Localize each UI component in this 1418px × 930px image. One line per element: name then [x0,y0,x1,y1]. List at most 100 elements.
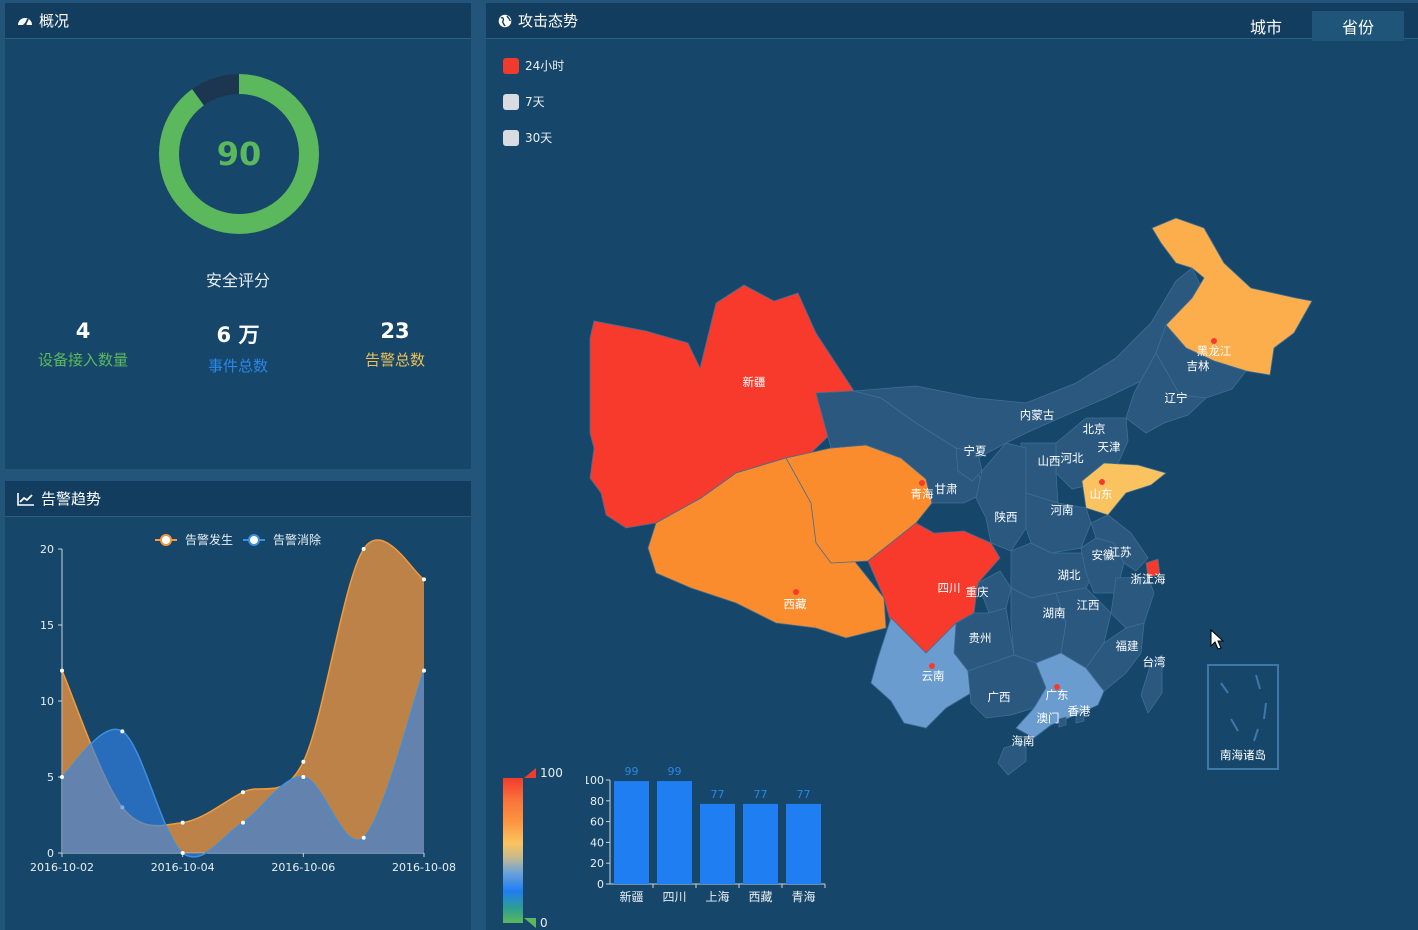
bar-category-label: 四川 [662,890,686,904]
attack-dot-云南 [929,663,935,669]
series-point [361,547,366,551]
overview-header: 概况 [5,3,471,39]
visual-map-bar[interactable] [503,778,523,923]
series-point [301,759,306,764]
stat-alerts-label: 告警总数 [364,351,425,369]
province-label-黑龙江: 黑龙江 [1197,344,1232,358]
bar-y-tick-label: 40 [590,836,604,849]
top5-bar-chart: 0 20 40 60 80 100 99 新疆 99 四川 77 上海 77 西藏 77 青海 [586,765,826,904]
trend-legend-marker [160,534,172,546]
province-label-江苏: 江苏 [1109,545,1132,559]
series-point [361,835,366,840]
province-湖南 [1010,587,1067,664]
trend-legend-item: 告警消除 [243,532,321,547]
trend-legend: 告警发生 告警消除 [155,532,321,547]
y-tick-label: 20 [40,543,54,556]
bar-value-label: 77 [797,788,811,801]
province-河北 [1055,417,1129,490]
bar-y-tick-label: 60 [590,816,604,829]
trend-legend-marker [248,534,260,546]
y-tick-label: 10 [40,695,54,708]
province-福建 [1085,622,1145,692]
province-label-宁夏: 宁夏 [964,444,987,458]
bar-y-tick-label: 80 [590,795,604,808]
attack-dot-西藏 [793,589,799,595]
province-澳门 [1058,716,1067,728]
province-山东 [1081,462,1167,516]
legend-7d-label: 7天 [525,95,545,109]
series-point [60,668,64,673]
province-shapes [589,217,1313,776]
province-label-台湾: 台湾 [1143,655,1166,669]
province-label-贵州: 贵州 [969,631,992,645]
series-point [180,820,185,825]
line-chart-icon [17,492,35,506]
province-辽宁 [1125,352,1207,434]
province-label-吉林: 吉林 [1187,359,1210,373]
alert-trend-chart: 告警发生 告警消除 0 5 10 15 20 2016-10-02 2016-10-04 2016… [30,532,456,874]
province-山西 [1020,442,1059,522]
south-sea-label: 南海诸岛 [1220,748,1266,762]
visual-map-max-label: 100 [540,766,563,780]
stat-events: 6 万 事件总数 [160,319,316,376]
tab-city[interactable]: 城市 [1249,18,1282,37]
province-贵州 [953,607,1015,672]
visual-map-max-handle[interactable] [522,767,538,779]
province-label-广西: 广西 [988,690,1011,704]
bar-y-tick-label: 100 [586,774,604,787]
stat-events-value: 6 万 [216,323,260,347]
legend-30d[interactable]: 30天 [503,129,552,146]
province-label-天津: 天津 [1098,440,1121,454]
province-陕西 [975,442,1027,552]
province-label-河南: 河南 [1051,503,1074,517]
trend-header: 告警趋势 [5,481,471,517]
province-label-北京: 北京 [1083,422,1106,436]
province-黑龙江 [1151,217,1313,376]
stat-alerts: 23 告警总数 [317,319,473,370]
series-point [120,729,125,734]
province-label-西藏: 西藏 [784,597,807,611]
bar-西藏 [743,803,778,884]
series-point [241,790,245,795]
bar-value-label: 77 [754,788,768,801]
legend-7d-swatch [503,93,519,110]
security-score-label: 安全评分 [205,271,270,290]
legend-24h[interactable]: 24小时 [503,57,564,74]
legend-24h-label: 24小时 [525,59,565,73]
legend-7d[interactable]: 7天 [503,93,545,110]
trend-title: 告警趋势 [41,490,102,508]
province-label-山东: 山东 [1090,487,1113,501]
province-上海 [1145,558,1161,578]
series-area [62,539,424,853]
security-score-gauge: 90 [156,71,322,237]
province-北京 [1085,422,1107,444]
bar-新疆 [614,781,649,884]
bar-category-label: 新疆 [619,889,643,904]
attack-dot-青海 [919,480,925,486]
bar-value-label: 99 [625,765,639,778]
province-新疆 [589,284,855,529]
legend-24h-swatch [503,57,519,74]
province-海南 [997,740,1027,776]
tab-province[interactable]: 省份 [1312,11,1404,41]
bar-category-label: 青海 [791,889,815,904]
province-label-内蒙古: 内蒙古 [1020,408,1055,422]
stat-alerts-value: 23 [380,319,410,343]
visual-map-min-handle[interactable] [522,917,538,929]
province-安徽 [1080,537,1125,594]
visual-map-min-label: 0 [540,916,548,930]
province-label-浙江: 浙江 [1131,572,1154,586]
province-宁夏 [955,447,983,482]
province-广西 [967,654,1047,719]
bar-value-label: 77 [711,788,725,801]
security-score-value: 90 [216,135,262,173]
x-tick-label: 2016-10-06 [271,861,335,874]
province-label-山西: 山西 [1038,454,1061,468]
province-label-广东: 广东 [1046,688,1069,702]
overview-title: 概况 [39,12,70,30]
province-湖北 [1010,542,1097,599]
attack-title: 攻击态势 [518,12,579,30]
province-label-澳门: 澳门 [1037,711,1060,725]
series-point [60,775,64,779]
province-重庆 [977,570,1012,614]
